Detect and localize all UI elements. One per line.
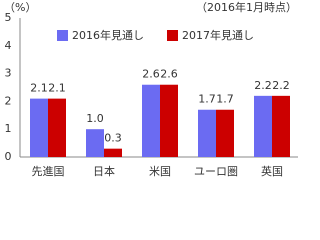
x-tick-label: 先進国	[32, 165, 65, 178]
legend-swatch	[57, 30, 68, 41]
legend-swatch	[167, 30, 178, 41]
x-tick-label: 英国	[261, 164, 283, 178]
data-label: 1.0	[86, 112, 104, 125]
y-axis-label: （%）	[4, 1, 36, 14]
data-label: 2.1	[48, 82, 66, 95]
legend-label: 2016年見通し	[72, 28, 144, 42]
bar	[86, 129, 104, 157]
x-tick-label: 日本	[93, 164, 115, 178]
x-tick-label: ユーロ圏	[194, 165, 238, 178]
chart: （%） （2016年1月時点） 0 1 2 3 4 5 2016年見通し 2017年見通し先進…	[4, 0, 298, 178]
y-tick-label: 4	[5, 39, 12, 52]
bar	[104, 148, 122, 157]
data-label: 1.7	[198, 93, 216, 106]
x-tick-label: 米国	[149, 165, 171, 178]
bar	[272, 95, 290, 157]
y-tick-label: 0	[5, 150, 12, 163]
data-label: 0.3	[104, 132, 122, 145]
data-label: 2.1	[30, 82, 48, 95]
data-label: 2.2	[272, 79, 290, 92]
bar	[254, 95, 272, 157]
data-label: 2.6	[160, 68, 178, 81]
bar	[48, 98, 66, 157]
bar	[142, 84, 160, 157]
bar	[160, 84, 178, 157]
y-tick-label: 5	[5, 11, 12, 24]
bar	[30, 98, 48, 157]
legend-label: 2017年見通し	[182, 28, 254, 42]
data-label: 2.6	[142, 68, 160, 81]
note: （2016年1月時点）	[196, 0, 297, 14]
data-label: 1.7	[216, 93, 234, 106]
bar	[216, 109, 234, 157]
y-tick-label: 1	[5, 122, 12, 135]
data-label: 2.2	[254, 79, 272, 92]
bar	[198, 109, 216, 157]
y-tick-label: 2	[5, 94, 12, 107]
y-tick-label: 3	[5, 67, 12, 80]
